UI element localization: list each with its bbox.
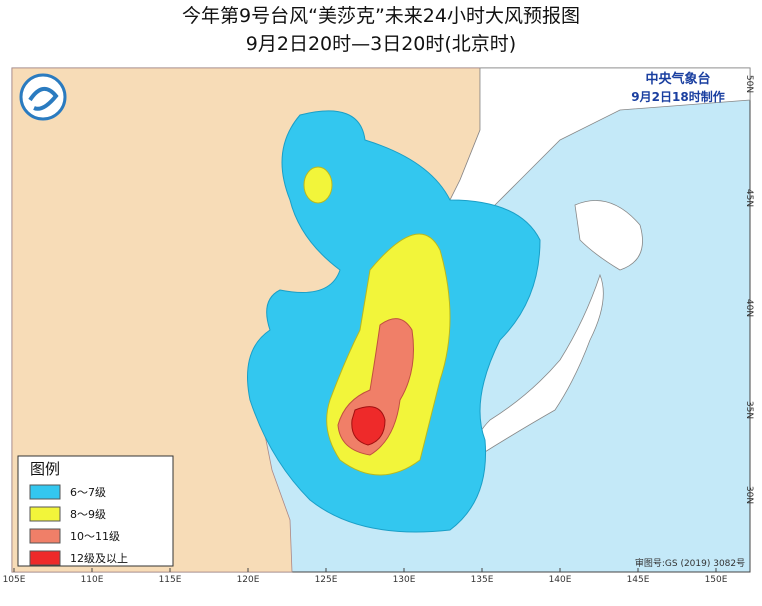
legend-label: 10～11级 — [70, 530, 120, 543]
subtitle: 9月2日20时—3日20时(北京时) — [246, 33, 516, 55]
legend-title: 图例 — [30, 460, 60, 478]
latitude-label: 45N — [744, 189, 754, 207]
map — [11, 67, 751, 573]
latitude-label: 35N — [744, 401, 754, 419]
latitude-label: 30N — [744, 486, 754, 504]
map-code: 审图号:GS (2019) 3082号 — [635, 557, 745, 569]
longitude-label: 140E — [549, 575, 572, 585]
longitude-label: 110E — [81, 575, 104, 585]
longitude-label: 130E — [393, 575, 416, 585]
longitude-label: 115E — [159, 575, 182, 585]
legend: 图例 6～7级 8～9级 10～11级 12级及以上 — [17, 455, 174, 567]
legend-label: 8～9级 — [70, 508, 106, 521]
longitude-label: 150E — [705, 575, 728, 585]
legend-swatch — [29, 506, 61, 522]
longitude-label: 125E — [315, 575, 338, 585]
latitude-label: 50N — [744, 75, 754, 93]
title: 今年第9号台风“美莎克”未来24小时大风预报图 — [182, 5, 580, 27]
agency: 中央气象台 — [645, 71, 710, 87]
legend-label: 12级及以上 — [70, 552, 128, 565]
latitude-label: 40N — [744, 299, 754, 317]
longitude-label: 135E — [471, 575, 494, 585]
issued: 9月2日18时制作 — [631, 89, 724, 104]
longitude-label: 105E — [3, 575, 26, 585]
legend-swatch — [29, 550, 61, 566]
longitude-label: 145E — [627, 575, 650, 585]
legend-label: 6～7级 — [70, 486, 106, 499]
legend-swatch — [29, 528, 61, 544]
longitude-label: 120E — [237, 575, 260, 585]
legend-swatch — [29, 484, 61, 500]
